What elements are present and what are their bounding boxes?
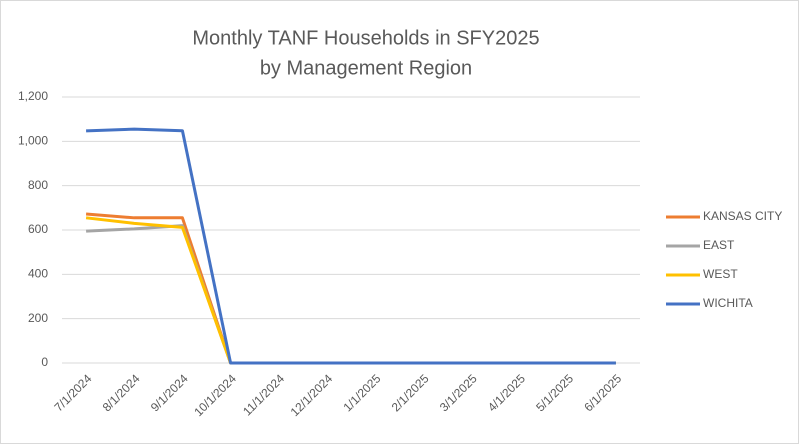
legend-label: WEST — [703, 267, 738, 281]
y-tick-label: 1,000 — [18, 134, 48, 148]
y-tick-label: 800 — [28, 178, 48, 192]
series-line — [86, 127, 616, 365]
chart-title: Monthly TANF Households in SFY2025 — [192, 27, 539, 49]
chart-title: by Management Region — [260, 57, 472, 79]
legend-label: WICHITA — [703, 296, 753, 310]
y-tick-label: 1,200 — [18, 89, 48, 103]
y-tick-label: 200 — [28, 311, 48, 325]
legend-label: EAST — [703, 238, 735, 252]
legend-label: KANSAS CITY — [703, 209, 782, 223]
y-tick-label: 400 — [28, 267, 48, 281]
y-tick-label: 600 — [28, 222, 48, 236]
y-tick-label: 0 — [41, 355, 48, 369]
